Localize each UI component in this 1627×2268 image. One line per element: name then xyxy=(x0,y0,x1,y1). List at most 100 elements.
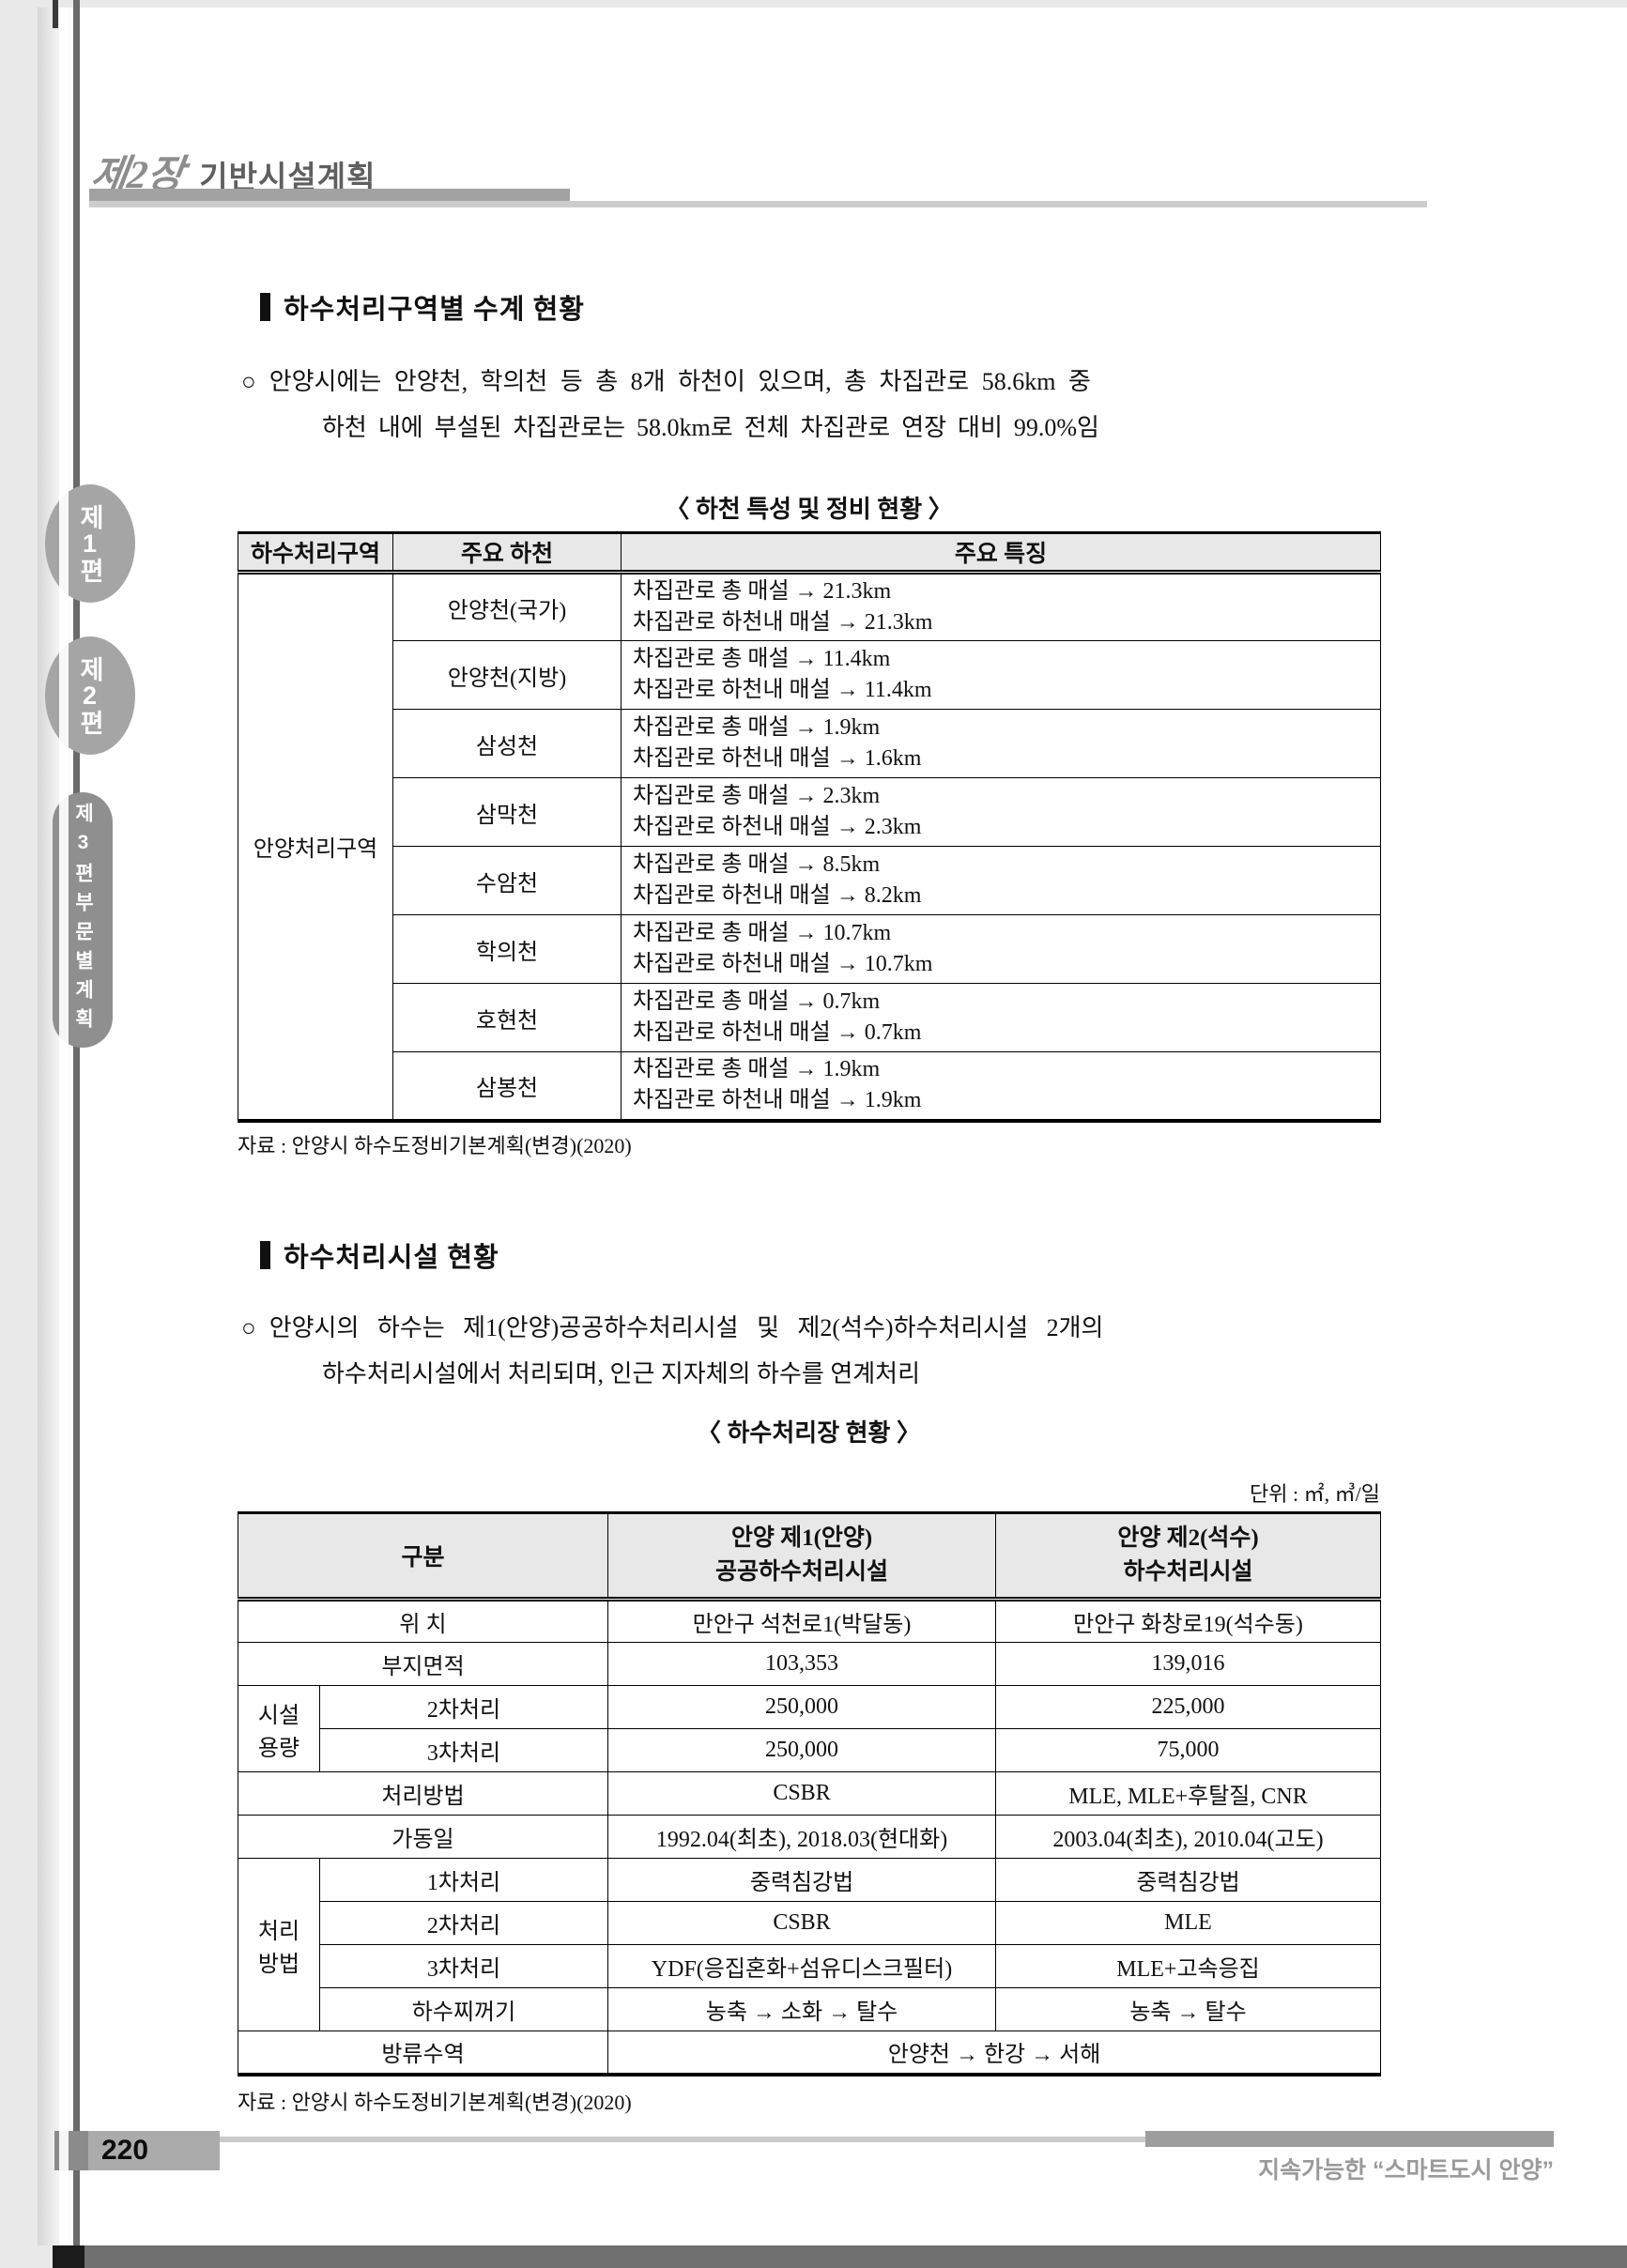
river-feature-cell: 차집관로 총 매설 → 10.7km 차집관로 하천내 매설 → 10.7km xyxy=(621,914,1381,984)
treatment-table-title: 〈 하수처리장 현황 〉 xyxy=(697,1419,921,1447)
treatment-row-area: 부지면적 103,353 139,016 xyxy=(237,1642,1382,1686)
footer-right-bar xyxy=(1145,2131,1554,2147)
process-group-line1: 처리 xyxy=(257,1919,300,1944)
process-group-line2: 방법 xyxy=(257,1952,300,1977)
row-label: 위 치 xyxy=(237,1599,609,1643)
plant1-name-line2: 공공하수처리시설 xyxy=(715,1559,889,1585)
river-table-source: 자료 : 안양시 하수도정비기본계획(변경)(2020) xyxy=(238,1134,632,1157)
treatment-row-proc1: 처리 방법 1차처리 중력침강법 중력침강법 xyxy=(238,1858,1382,2031)
river-table-row: 안양처리구역 안양천(국가) 차집관로 총 매설 → 21.3km 차집관로 하… xyxy=(238,572,1381,1121)
capacity-group-line1: 시설 xyxy=(257,1703,300,1728)
feature-line2: 차집관로 하천내 매설 → 1.6km xyxy=(633,746,922,771)
chapter-title: 기반시설계획 xyxy=(199,160,376,194)
plant2-name-line1: 안양 제2(석수) xyxy=(1117,1525,1259,1551)
river-table-header-feature: 주요 특징 xyxy=(621,532,1381,575)
top-edge-tick xyxy=(53,0,58,28)
section2-heading: 하수처리시설 현황 xyxy=(260,1235,499,1275)
plant1-value: CSBR xyxy=(607,1901,997,1945)
feature-line2: 차집관로 하천내 매설 → 0.7km xyxy=(633,1020,922,1045)
river-table-row: 삼성천 차집관로 총 매설 → 1.9km 차집관로 하천내 매설 → 1.6k… xyxy=(238,709,1381,778)
feature-line2: 차집관로 하천내 매설 → 11.4km xyxy=(633,678,932,702)
treatment-header-gubun: 구분 xyxy=(237,1512,609,1601)
footer-slogan: 지속가능한 “스마트도시 안양” xyxy=(1258,2157,1554,2184)
bottom-black-square xyxy=(53,2245,84,2268)
plant2-value: 중력침강법 xyxy=(995,1858,1382,1902)
river-name: 수암천 xyxy=(392,846,622,915)
plant2-value: MLE+고속응집 xyxy=(995,1944,1382,1988)
plant1-value: YDF(응집혼화+섬유디스크필터) xyxy=(607,1944,997,1988)
section2-para-line1-text: 안양시의 하수는 제1(안양)공공하수처리시설 및 제2(석수)하수처리시설 2… xyxy=(269,1314,1104,1341)
row-label: 1차처리 xyxy=(318,1858,609,1902)
river-table-row: 삼봉천 차집관로 총 매설 → 1.9km 차집관로 하천내 매설 → 1.9k… xyxy=(238,1051,1381,1121)
chapter-underline-dark xyxy=(89,189,570,201)
feature-line2: 차집관로 하천내 매설 → 10.7km xyxy=(633,952,933,976)
row-label: 가동일 xyxy=(237,1815,609,1859)
plant1-name-line1: 안양 제1(안양) xyxy=(730,1525,873,1551)
feature-line1: 차집관로 총 매설 → 8.5km xyxy=(633,852,881,877)
river-name: 삼막천 xyxy=(392,777,622,847)
bottom-bar xyxy=(84,2245,1627,2268)
feature-line2: 차집관로 하천내 매설 → 8.2km xyxy=(633,883,922,908)
river-table: 하수처리구역 주요 하천 주요 특징 안양처리구역 안양천(국가) 차집관로 총… xyxy=(238,531,1381,1123)
section2-para-line2: 하수처리시설에서 처리되며, 인근 지자체의 하수를 연계처리 xyxy=(322,1360,921,1387)
plant1-value: 250,000 xyxy=(607,1685,997,1729)
chapter-underline-light xyxy=(89,201,1427,207)
treatment-header-plant2: 안양 제2(석수) 하수처리시설 xyxy=(995,1512,1382,1601)
feature-line1: 차집관로 총 매설 → 21.3km xyxy=(633,579,892,604)
row-label: 2차처리 xyxy=(318,1901,609,1945)
capacity-group-label: 시설 용량 xyxy=(238,1685,320,1772)
row-label: 2차처리 xyxy=(318,1685,609,1729)
river-table-row: 안양천(지방) 차집관로 총 매설 → 11.4km 차집관로 하천내 매설 →… xyxy=(238,640,1381,710)
treatment-row-discharge: 방류수역 안양천 → 한강 → 서해 xyxy=(237,2030,1382,2075)
plant1-value: CSBR xyxy=(607,1771,997,1816)
section1-para-line1-text: 안양시에는 안양천, 학의천 등 총 8개 하천이 있으며, 총 차집관로 58… xyxy=(269,368,1091,395)
feature-line1: 차집관로 총 매설 → 1.9km xyxy=(633,1057,881,1082)
plant1-value: 중력침강법 xyxy=(607,1858,997,1902)
river-table-header-row: 하수처리구역 주요 하천 주요 특징 xyxy=(238,532,1381,575)
river-table-header-zone: 하수처리구역 xyxy=(238,532,393,575)
river-table-header-river: 주요 하천 xyxy=(392,532,622,575)
river-name: 학의천 xyxy=(392,914,622,984)
section-marker-icon xyxy=(260,1241,270,1269)
plant1-value: 250,000 xyxy=(607,1728,997,1772)
river-table-row: 수암천 차집관로 총 매설 → 8.5km 차집관로 하천내 매설 → 8.2k… xyxy=(238,846,1381,915)
plant1-value: 1992.04(최초), 2018.03(현대화) xyxy=(607,1815,997,1859)
river-name: 안양천(지방) xyxy=(392,640,622,710)
sidebar-tab-part2-label: 제2편 xyxy=(75,656,104,735)
row-label: 3차처리 xyxy=(318,1944,609,1988)
chapter-header: 제2장 기반시설계획 xyxy=(88,143,376,200)
feature-line2: 차집관로 하천내 매설 → 1.9km xyxy=(633,1088,922,1113)
river-feature-cell: 차집관로 총 매설 → 11.4km 차집관로 하천내 매설 → 11.4km xyxy=(621,640,1381,710)
river-table-zone-cell: 안양처리구역 xyxy=(238,572,393,1121)
sidebar-tab-part3-label: 제3편부문별계획 xyxy=(72,803,94,1037)
river-name: 삼봉천 xyxy=(392,1051,622,1121)
feature-line1: 차집관로 총 매설 → 0.7km xyxy=(633,989,881,1014)
plant2-value: MLE, MLE+후탈질, CNR xyxy=(995,1771,1382,1816)
treatment-table: 구분 안양 제1(안양) 공공하수처리시설 안양 제2(석수) 하수처리시설 위… xyxy=(237,1511,1382,2076)
feature-line1: 차집관로 총 매설 → 2.3km xyxy=(633,784,881,808)
section1-para-line2: 하천 내에 부설된 차집관로는 58.0km로 전체 차집관로 연장 대비 99… xyxy=(322,414,1099,441)
book-spine-line xyxy=(73,0,80,2245)
treatment-table-header-row: 구분 안양 제1(안양) 공공하수처리시설 안양 제2(석수) 하수처리시설 xyxy=(237,1512,1382,1601)
plant1-value: 농축 → 소화 → 탈수 xyxy=(607,1987,997,2031)
feature-line1: 차집관로 총 매설 → 1.9km xyxy=(633,715,881,740)
river-feature-cell: 차집관로 총 매설 → 1.9km 차집관로 하천내 매설 → 1.6km xyxy=(621,709,1381,778)
feature-line1: 차집관로 총 매설 → 11.4km xyxy=(633,647,891,671)
footer-rule xyxy=(89,2137,1145,2142)
plant2-value: 75,000 xyxy=(995,1728,1382,1772)
treatment-row-proc2: 2차처리 CSBR MLE xyxy=(238,1901,1382,1945)
treatment-row-location: 위 치 만안구 석천로1(박달동) 만안구 화창로19(석수동) xyxy=(237,1599,1382,1643)
feature-line1: 차집관로 총 매설 → 10.7km xyxy=(633,921,892,945)
section1-title: 하수처리구역별 수계 현황 xyxy=(284,295,585,325)
page-edge-highlight xyxy=(59,8,69,2245)
treatment-row-sludge: 하수찌꺼기 농축 → 소화 → 탈수 농축 → 탈수 xyxy=(238,1987,1382,2031)
treatment-row-method: 처리방법 CSBR MLE, MLE+후탈질, CNR xyxy=(237,1771,1382,1816)
plant2-value: 139,016 xyxy=(995,1642,1382,1686)
circle-bullet-icon: ○ xyxy=(241,1314,256,1341)
river-feature-cell: 차집관로 총 매설 → 21.3km 차집관로 하천내 매설 → 21.3km xyxy=(621,572,1381,641)
treatment-row-capacity2: 시설 용량 2차처리 250,000 225,000 xyxy=(238,1685,1382,1772)
river-table-title: 〈 하천 특성 및 정비 현황 〉 xyxy=(665,496,953,523)
section1-paragraph: ○ 안양시에는 안양천, 학의천 등 총 8개 하천이 있으며, 총 차집관로 5… xyxy=(241,359,1415,451)
section1-heading: 하수처리구역별 수계 현황 xyxy=(260,287,585,327)
